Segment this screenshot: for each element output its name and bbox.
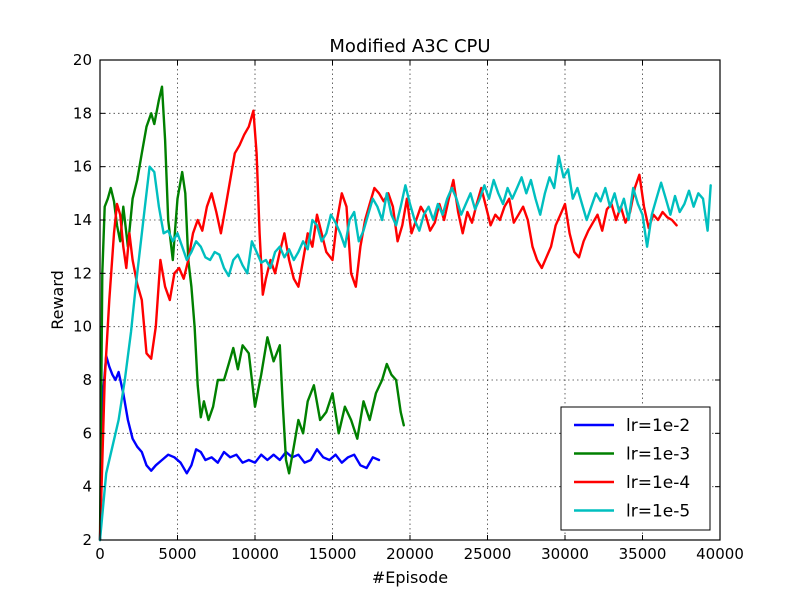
- x-tick-label: 35000: [619, 545, 667, 563]
- y-tick-label: 2: [82, 531, 92, 549]
- x-tick-label: 30000: [541, 545, 589, 563]
- x-tick-label: 10000: [231, 545, 279, 563]
- y-tick-label: 14: [73, 211, 92, 229]
- legend-label: lr=1e-4: [626, 473, 690, 493]
- series-line-1: [98, 354, 381, 542]
- x-tick-label: 0: [95, 545, 105, 563]
- legend-label: lr=1e-2: [626, 416, 690, 436]
- x-tick-label: 20000: [386, 545, 434, 563]
- y-axis-label: Reward: [48, 270, 67, 330]
- y-tick-label: 12: [73, 264, 92, 282]
- x-tick-label: 15000: [309, 545, 357, 563]
- x-tick-label: 40000: [696, 545, 744, 563]
- grid: [100, 60, 720, 540]
- series-line-4: [98, 154, 712, 542]
- legend-label: lr=1e-3: [626, 445, 690, 465]
- plot-series: [98, 85, 712, 542]
- y-tick-label: 20: [73, 51, 92, 69]
- series-line-2: [98, 85, 405, 542]
- y-tick-label: 6: [82, 424, 92, 442]
- y-tick-label: 10: [73, 318, 92, 336]
- y-tick-label: 16: [73, 158, 92, 176]
- y-tick-label: 18: [73, 104, 92, 122]
- x-axis-label: #Episode: [372, 568, 448, 587]
- legend: lr=1e-2 lr=1e-3 lr=1e-4 lr=1e-5: [560, 406, 711, 531]
- legend-label: lr=1e-5: [626, 502, 690, 522]
- x-tick-label: 25000: [464, 545, 512, 563]
- y-tick-label: 8: [82, 371, 92, 389]
- chart-title: Modified A3C CPU: [329, 36, 490, 57]
- y-tick-label: 4: [82, 478, 92, 496]
- axis-ticks: 0 5000 10000 15000 20000 25000 30000 35000 40000…: [73, 51, 744, 563]
- x-tick-label: 5000: [158, 545, 196, 563]
